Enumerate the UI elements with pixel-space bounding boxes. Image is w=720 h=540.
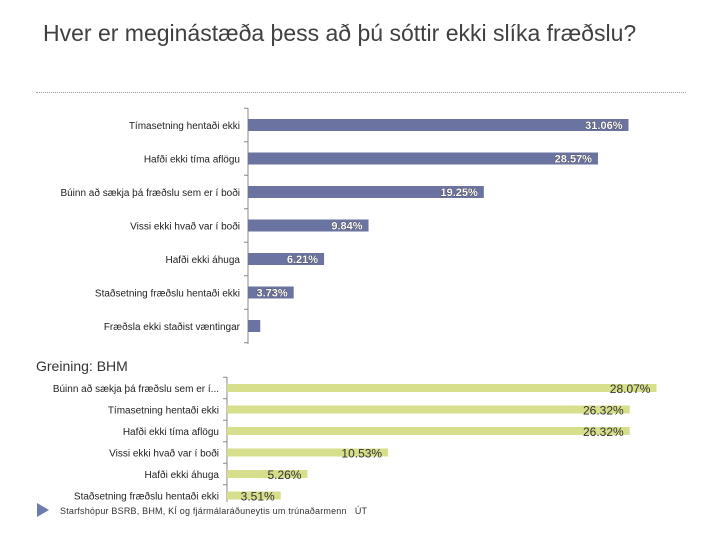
category-label: Hafði ekki áhuga — [145, 469, 220, 481]
footer-text: Starfshópur BSRB, BHM, KÍ og fjármálaráð… — [60, 506, 347, 516]
bhm-section-label: Greining: BHM — [36, 358, 128, 374]
bar — [248, 253, 325, 265]
category-label: Fræðsla ekki staðist væntingar — [104, 321, 241, 333]
bar — [248, 286, 294, 299]
footer-tag: ÚT — [354, 506, 368, 516]
category-label: Tímasetning hentaði ekki — [129, 120, 240, 132]
data-label: 19.25% — [441, 187, 479, 199]
bar — [227, 405, 630, 414]
data-label: 31.06% — [585, 120, 623, 132]
data-label: 5.26% — [267, 468, 301, 482]
bar — [248, 219, 369, 232]
bar — [227, 491, 281, 500]
data-label: 26.32% — [583, 404, 624, 418]
category-label: Staðsetning fræðslu hentaði ekki — [95, 288, 240, 300]
data-label: 9.84% — [331, 221, 362, 233]
chart-all-respondents: Tímasetning hentaði ekki 31.06% Hafði ekki… — [60, 107, 629, 344]
play-arrow-icon — [37, 503, 49, 517]
bar — [248, 186, 484, 198]
category-label: Búinn að sækja þá fræðslu sem er í boði — [60, 187, 240, 199]
bar — [227, 427, 630, 435]
bar — [227, 384, 657, 392]
category-label: Vissi ekki hvað var í boði — [130, 221, 240, 233]
data-label: 3.73% — [256, 288, 287, 300]
bar — [227, 448, 389, 457]
data-label: 10.53% — [341, 447, 382, 461]
title-divider — [36, 92, 686, 93]
data-label: 28.07% — [610, 382, 651, 396]
category-label: Hafði ekki áhuga — [166, 254, 241, 266]
category-label: Hafði ekki tíma aflögu — [123, 426, 219, 438]
bar — [248, 119, 629, 131]
bar — [248, 152, 598, 165]
data-label: 6.21% — [287, 254, 318, 266]
bar — [248, 320, 261, 332]
slide-title: Hver er meginástæða þess að þú sóttir ek… — [43, 20, 637, 46]
data-label: 28.57% — [555, 154, 593, 166]
category-label: Tímasetning hentaði ekki — [108, 405, 219, 417]
category-label: Búinn að sækja þá fræðslu sem er í... — [53, 383, 219, 395]
category-label: Staðsetning fræðslu hentaði ekki — [74, 491, 219, 503]
data-label: 3.51% — [241, 490, 275, 504]
category-label: Vissi ekki hvað var í boði — [109, 448, 219, 460]
footer-source: Starfshópur BSRB, BHM, KÍ og fjármálaráð… — [60, 506, 367, 516]
bar — [227, 470, 308, 478]
category-label: Hafði ekki tíma aflögu — [144, 154, 240, 166]
data-label: 26.32% — [583, 425, 624, 439]
